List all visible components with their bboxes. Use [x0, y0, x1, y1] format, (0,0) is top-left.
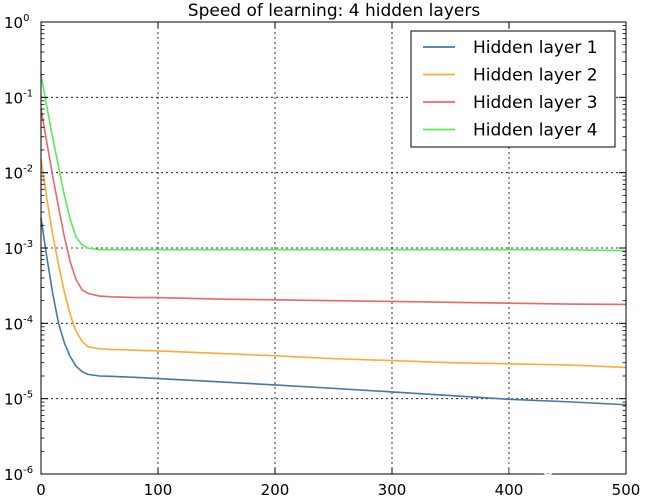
- series-line-1: [40, 217, 627, 406]
- series-line-4: [40, 74, 627, 252]
- x-tick-labels: 0 100 200 300 400 500: [36, 481, 640, 499]
- x-tick-label: 500: [612, 481, 641, 499]
- chart-title: Speed of learning: 4 hidden layers: [188, 1, 481, 21]
- series-line-2: [40, 159, 627, 369]
- x-tick-label: 300: [378, 481, 407, 499]
- legend-label-4: Hidden layer 4: [473, 121, 598, 141]
- y-tick-label: 100: [4, 13, 29, 32]
- legend-label-1: Hidden layer 1: [473, 38, 598, 58]
- watermark: 知乎 @万利平台: [500, 457, 624, 477]
- legend-box: [410, 30, 616, 148]
- x-tick-label: 200: [261, 481, 290, 499]
- y-tick-label: 10-1: [4, 88, 33, 107]
- y-tick-label: 10-5: [4, 390, 33, 409]
- x-tick-label: 100: [144, 481, 173, 499]
- legend-label-2: Hidden layer 2: [473, 66, 598, 86]
- y-tick-labels: 100 10-1 10-2 10-3 10-4 10-5 10-6: [4, 13, 33, 484]
- y-tick-label: 10-3: [4, 239, 33, 258]
- x-tick-label: 400: [495, 481, 524, 499]
- legend: Hidden layer 1 Hidden layer 2 Hidden layer…: [410, 30, 616, 148]
- tick-marks: [40, 21, 627, 475]
- x-tick-label: 0: [36, 481, 46, 499]
- y-tick-label: 10-6: [4, 465, 33, 484]
- y-tick-label: 10-4: [4, 314, 33, 333]
- legend-label-3: Hidden layer 3: [473, 93, 598, 113]
- plot-area: [40, 74, 627, 406]
- y-tick-label: 10-2: [4, 164, 33, 183]
- series-line-3: [40, 108, 627, 306]
